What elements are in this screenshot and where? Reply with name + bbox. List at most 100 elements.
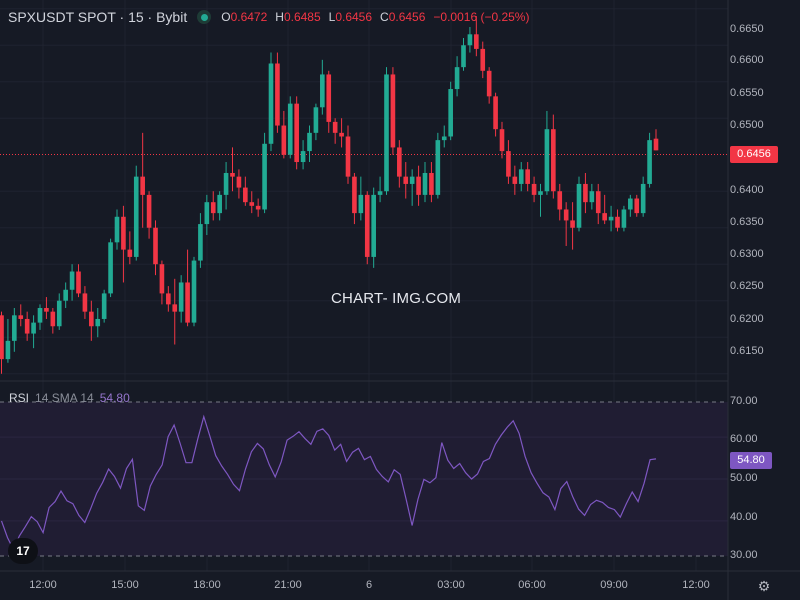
candle-body (461, 45, 466, 68)
candle (422, 162, 428, 203)
candle-body (377, 191, 383, 195)
candle-body (95, 318, 101, 327)
candle-body (422, 172, 428, 195)
candle (409, 169, 415, 206)
candle (544, 110, 550, 195)
candle (153, 220, 158, 276)
candle (647, 132, 652, 188)
candle (307, 125, 312, 163)
candle-body (223, 172, 229, 195)
candle (255, 198, 261, 217)
candle-body (525, 169, 530, 184)
candle-body (146, 194, 152, 228)
rsi-name: RSI (9, 391, 30, 405)
candle (486, 67, 492, 104)
candle (24, 311, 30, 341)
time-tick: 12:00 (29, 579, 57, 591)
price-tick: 0.6250 (730, 280, 764, 292)
candle-body (345, 136, 351, 177)
candle-body (63, 289, 68, 301)
candle-body (69, 271, 75, 290)
candle-body (544, 129, 550, 192)
candle (89, 300, 94, 341)
rsi-legend[interactable]: RSI 14 SMA 14 54.80 (9, 391, 130, 405)
candle (512, 165, 518, 195)
candle-body (435, 140, 441, 195)
candle (320, 59, 325, 115)
candle (589, 183, 595, 210)
candle (268, 52, 274, 152)
candle (384, 67, 389, 195)
candle (531, 176, 537, 203)
candle (127, 231, 133, 265)
candle-body (268, 63, 274, 144)
candle (50, 308, 56, 334)
low-value: 0.6456 (335, 10, 373, 24)
candle (114, 209, 120, 250)
candle (557, 183, 563, 221)
candle (281, 110, 287, 159)
gear-icon[interactable]: ⚙ (757, 578, 771, 594)
candle-body (262, 143, 267, 210)
candle (538, 183, 543, 217)
time-tick: 18:00 (193, 579, 221, 591)
candle-body (0, 315, 4, 360)
candle-body (153, 227, 158, 265)
candle (416, 165, 421, 206)
candle-body (76, 271, 81, 294)
chart-header: SPXUSDT SPOT · 15 · Bybit O0.6472 H0.648… (8, 8, 529, 26)
candle-body (37, 308, 43, 323)
market-status-icon[interactable] (197, 10, 212, 24)
candle (230, 147, 235, 192)
candle-body (50, 311, 56, 327)
candle (275, 52, 280, 133)
price-tick: 0.6200 (730, 313, 764, 325)
candle (653, 129, 659, 151)
candle-body (294, 103, 299, 163)
candle (108, 238, 113, 298)
candle (339, 118, 344, 148)
candle-body (602, 213, 607, 221)
candle (506, 140, 511, 184)
candle-body (44, 308, 49, 312)
candle (243, 176, 248, 206)
candle-body (538, 191, 543, 195)
candle-body (506, 151, 511, 177)
candle-body (287, 103, 293, 155)
candle-body (320, 74, 325, 108)
candle (640, 176, 646, 217)
tradingview-logo[interactable]: 17 (8, 538, 38, 564)
candle-body (467, 34, 473, 46)
candle-body (185, 282, 190, 323)
candle-body (448, 89, 453, 137)
candle (44, 297, 49, 319)
candle (397, 140, 402, 188)
rsi-value-tag: 54.80 (730, 452, 772, 469)
candle-body (397, 147, 402, 177)
rsi-tick: 40.00 (730, 511, 758, 523)
high-label: H (275, 10, 284, 24)
candle-body (230, 172, 235, 177)
high-value: 0.6485 (283, 10, 321, 24)
symbol-title[interactable]: SPXUSDT SPOT · 15 · Bybit (8, 9, 188, 25)
candle (249, 191, 255, 214)
candle (551, 114, 556, 199)
candle (518, 162, 524, 192)
last-price-tag: 0.6456 (730, 146, 778, 163)
close-value: 0.6456 (388, 10, 426, 24)
candle (576, 176, 582, 232)
candle (448, 81, 453, 141)
candle-body (653, 138, 659, 151)
candle-body (615, 216, 620, 228)
candle (628, 194, 633, 217)
candle (5, 318, 11, 363)
rsi-tick: 60.00 (730, 433, 758, 445)
price-tick: 0.6600 (730, 54, 764, 66)
candle (76, 264, 81, 298)
rsi-panel (0, 401, 728, 557)
candle (615, 209, 620, 232)
candle (146, 191, 152, 239)
candle (101, 289, 107, 323)
candle-body (339, 132, 344, 137)
